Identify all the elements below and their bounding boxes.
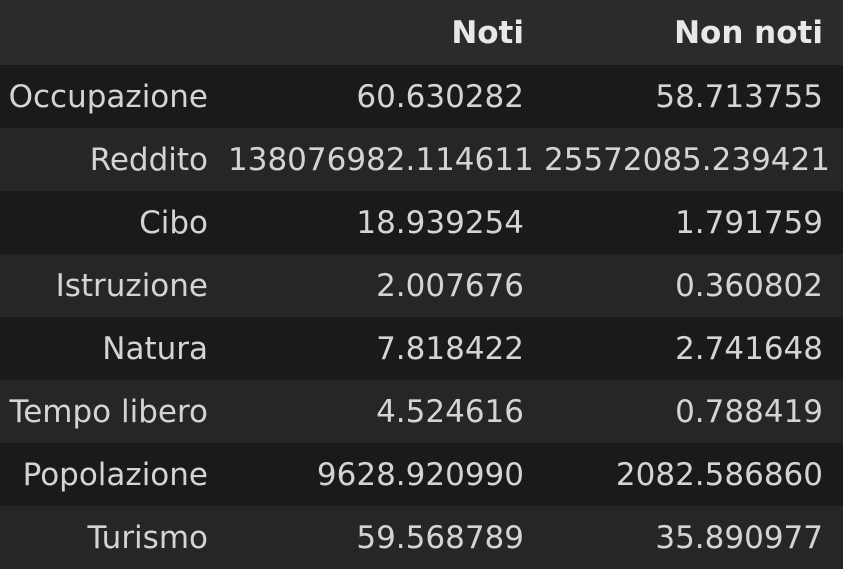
table-row: Occupazione 60.630282 58.713755: [0, 65, 843, 128]
cell-non-noti: 58.713755: [655, 78, 823, 115]
row-label: Reddito: [89, 141, 208, 178]
column-header-non-noti: Non noti: [674, 14, 823, 51]
cell-noti: 4.524616: [376, 393, 524, 430]
table-row: Natura 7.818422 2.741648: [0, 317, 843, 380]
cell-noti: 9628.920990: [316, 456, 524, 493]
row-label: Cibo: [139, 204, 208, 241]
table-body: Occupazione 60.630282 58.713755 Reddito …: [0, 65, 843, 569]
cell-non-noti: 1.791759: [675, 204, 823, 241]
table-header: Noti Non noti: [0, 0, 843, 65]
index-header: [0, 0, 228, 65]
table-row: Popolazione 9628.920990 2082.586860: [0, 443, 843, 506]
cell-noti: 2.007676: [376, 267, 524, 304]
cell-non-noti: 2.741648: [675, 330, 823, 367]
cell-noti: 7.818422: [376, 330, 524, 367]
cell-non-noti: 0.360802: [675, 267, 823, 304]
column-header-noti: Noti: [451, 14, 524, 51]
cell-noti: 59.568789: [356, 519, 524, 556]
row-label: Turismo: [87, 519, 208, 556]
row-label: Tempo libero: [9, 393, 208, 430]
row-label: Occupazione: [8, 78, 208, 115]
cell-noti: 18.939254: [356, 204, 524, 241]
cell-noti: 60.630282: [356, 78, 524, 115]
table-row: Turismo 59.568789 35.890977: [0, 506, 843, 569]
table-row: Cibo 18.939254 1.791759: [0, 191, 843, 254]
cell-non-noti: 25572085.239421: [544, 141, 830, 178]
row-label: Popolazione: [22, 456, 208, 493]
cell-non-noti: 2082.586860: [615, 456, 823, 493]
row-label: Istruzione: [55, 267, 208, 304]
cell-noti: 138076982.114611: [228, 141, 534, 178]
table-row: Istruzione 2.007676 0.360802: [0, 254, 843, 317]
table-row: Tempo libero 4.524616 0.788419: [0, 380, 843, 443]
row-label: Natura: [102, 330, 208, 367]
header-row: Noti Non noti: [0, 0, 843, 65]
cell-non-noti: 35.890977: [655, 519, 823, 556]
table-row: Reddito 138076982.114611 25572085.239421: [0, 128, 843, 191]
cell-non-noti: 0.788419: [675, 393, 823, 430]
